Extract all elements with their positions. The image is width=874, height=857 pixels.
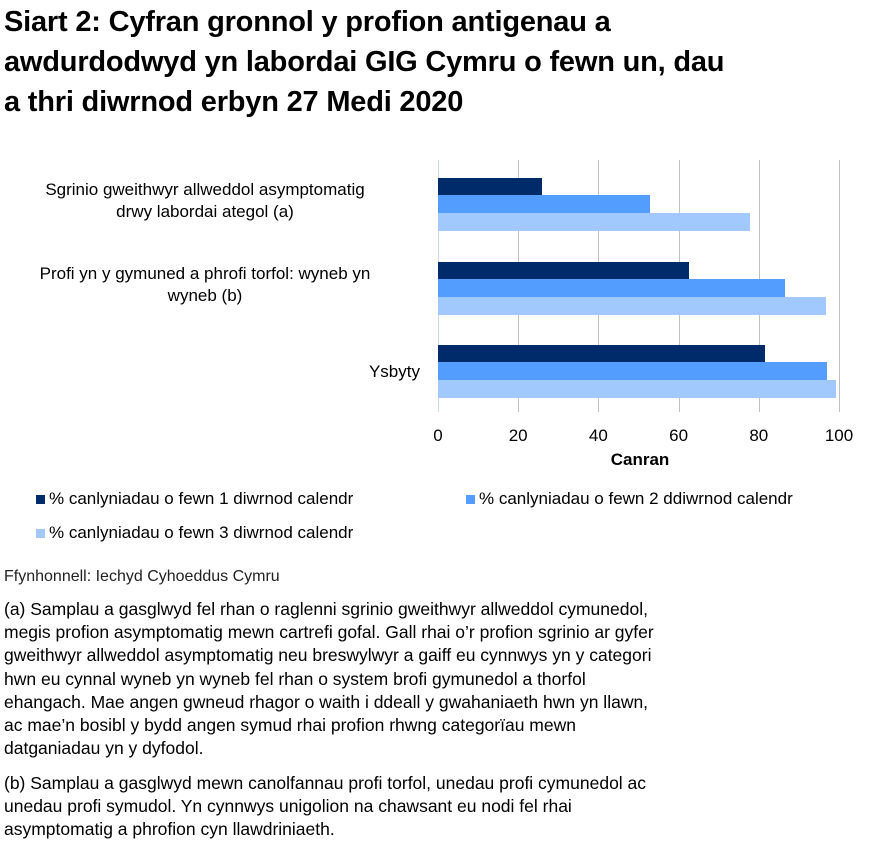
chart-title: Siart 2: Cyfran gronnol y profion antige… bbox=[4, 2, 864, 122]
plot-area bbox=[438, 160, 840, 412]
bar bbox=[438, 279, 785, 298]
bar bbox=[438, 362, 827, 381]
x-tick-label: 0 bbox=[433, 426, 443, 445]
bar bbox=[438, 345, 765, 363]
legend-item: % canlyniadau o fewn 1 diwrnod calendr bbox=[36, 489, 353, 509]
footnote-line: ehangach. Mae angen gwneud rhagor o wait… bbox=[4, 691, 649, 712]
legend-item: % canlyniadau o fewn 3 diwrnod calendr bbox=[36, 523, 353, 543]
x-tick-label: 100 bbox=[824, 426, 854, 445]
category-label: Profi yn y gymuned a phrofi torfol: wyne… bbox=[0, 263, 420, 307]
category-label: Ysbyty bbox=[0, 361, 420, 383]
footnote-line: asymptomatig a phrofion cyn llawdriniaet… bbox=[4, 819, 335, 840]
footnote-a: (a) Samplau a gasglwyd fel rhan o raglen… bbox=[4, 598, 864, 772]
footnote-line: ac mae’n bosibl y bydd angen symud rhai … bbox=[4, 715, 576, 736]
x-tick-label: 80 bbox=[749, 426, 769, 445]
category-label-line: Ysbyty bbox=[368, 362, 420, 381]
legend-label: % canlyniadau o fewn 1 diwrnod calendr bbox=[49, 489, 354, 508]
x-tick-label: 60 bbox=[669, 426, 689, 445]
gridline bbox=[839, 160, 840, 412]
bar bbox=[438, 379, 836, 398]
bar-chart: Sgrinio gweithwyr allweddol asymptomatig… bbox=[0, 150, 874, 480]
bar bbox=[438, 178, 543, 196]
x-axis-label: Canran bbox=[610, 450, 670, 469]
category-label-line: Profi yn y gymuned a phrofi torfol: wyne… bbox=[39, 264, 371, 283]
title-line: awdurdodwyd yn labordai GIG Cymru o fewn… bbox=[4, 46, 725, 78]
category-label-line: wyneb (b) bbox=[167, 286, 243, 305]
title-line: a thri diwrnod erbyn 27 Medi 2020 bbox=[4, 86, 464, 118]
footnote-line: hwn eu cynnal wyneb yn wyneb fel rhan o … bbox=[4, 668, 586, 689]
bar bbox=[438, 212, 750, 231]
footnote-b: (b) Samplau a gasglwyd mewn canolfannau … bbox=[4, 772, 864, 842]
footnote-line: gweithwyr allweddol asymptomatig neu bre… bbox=[4, 645, 652, 666]
legend-swatch-icon bbox=[466, 494, 475, 504]
title-line: Siart 2: Cyfran gronnol y profion antige… bbox=[4, 6, 611, 38]
footnote-line: unedau profi symudol. Yn cynnwys unigoli… bbox=[4, 796, 572, 817]
x-tick-label: 20 bbox=[508, 426, 528, 445]
footnote-line: datganiadau yn y dyfodol. bbox=[4, 738, 204, 759]
bar bbox=[438, 296, 826, 315]
legend-swatch-icon bbox=[36, 494, 45, 504]
category-label: Sgrinio gweithwyr allweddol asymptomatig… bbox=[0, 179, 420, 223]
x-tick-label: 40 bbox=[588, 426, 608, 445]
footnote-line: (a) Samplau a gasglwyd fel rhan o raglen… bbox=[4, 599, 648, 619]
bar bbox=[438, 195, 651, 214]
legend-swatch-icon bbox=[36, 528, 45, 538]
category-label-line: Sgrinio gweithwyr allweddol asymptomatig bbox=[45, 180, 365, 199]
source-note: Ffynhonnell: Iechyd Cyhoeddus Cymru bbox=[4, 568, 280, 585]
legend-item: % canlyniadau o fewn 2 ddiwrnod calendr bbox=[466, 489, 793, 509]
bar bbox=[438, 262, 690, 280]
category-label-line: drwy labordai ategol (a) bbox=[116, 202, 294, 221]
legend-label: % canlyniadau o fewn 3 diwrnod calendr bbox=[49, 523, 354, 542]
legend-label: % canlyniadau o fewn 2 ddiwrnod calendr bbox=[479, 489, 793, 508]
footnotes: (a) Samplau a gasglwyd fel rhan o raglen… bbox=[4, 598, 864, 842]
footnote-line: megis profion asymptomatig mewn cartrefi… bbox=[4, 622, 654, 643]
footnote-line: (b) Samplau a gasglwyd mewn canolfannau … bbox=[4, 773, 647, 793]
